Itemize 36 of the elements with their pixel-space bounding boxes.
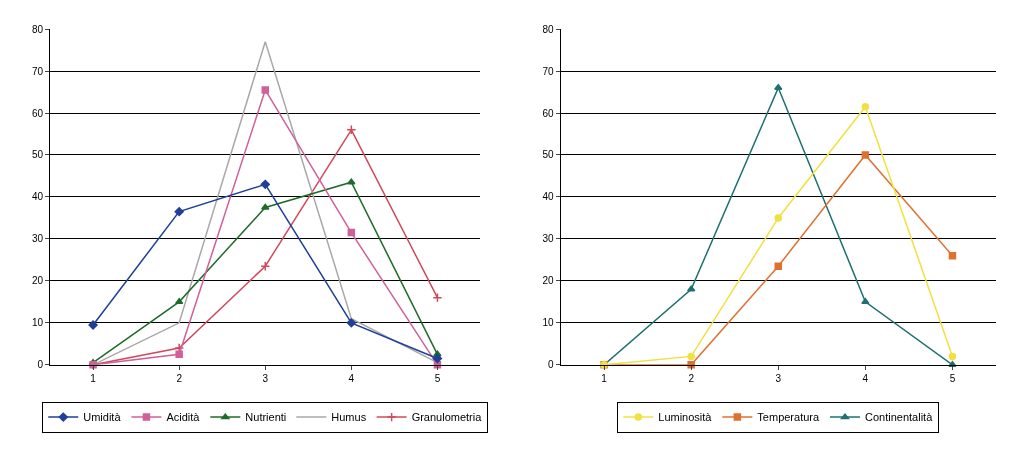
x-tick-label: 3 <box>262 372 269 384</box>
y-tick-label: 40 <box>31 191 44 203</box>
y-tick-label: 60 <box>542 107 554 119</box>
x-tick-label: 2 <box>688 372 695 384</box>
y-tick-label: 20 <box>542 275 554 287</box>
legend-label: Granulometria <box>411 411 483 424</box>
y-tick-label: 20 <box>31 275 44 287</box>
x-tick-label: 4 <box>348 372 355 384</box>
y-tick-label: 10 <box>31 317 44 329</box>
x-tick-label: 5 <box>949 372 956 384</box>
legend-label: Acidità <box>166 411 201 424</box>
y-tick-label: 40 <box>542 191 554 203</box>
legend-label: Nutrienti <box>245 411 287 424</box>
y-tick-label: 0 <box>37 359 44 371</box>
y-tick-label: 50 <box>542 149 554 161</box>
legend-label: Continentalità <box>864 411 934 424</box>
x-tick-label: 5 <box>434 372 441 384</box>
y-tick-label: 80 <box>31 23 44 35</box>
x-tick-label: 4 <box>862 372 869 384</box>
y-tick-label: 70 <box>31 65 44 77</box>
y-tick-label: 50 <box>31 149 44 161</box>
y-tick-label: 0 <box>547 359 554 371</box>
x-tick-label: 2 <box>176 372 183 384</box>
y-tick-label: 30 <box>31 233 44 245</box>
legend-label: Luminosità <box>658 411 713 424</box>
y-tick-label: 70 <box>542 65 554 77</box>
x-tick-label: 1 <box>601 372 608 384</box>
x-tick-label: 1 <box>90 372 97 384</box>
legend-label: Humus <box>331 411 367 424</box>
legend-label: Umidità <box>83 411 122 424</box>
y-tick-label: 10 <box>542 317 554 329</box>
legend-label: Temperatura <box>757 411 820 424</box>
y-tick-label: 80 <box>542 23 554 35</box>
y-tick-label: 60 <box>31 107 44 119</box>
x-tick-label: 3 <box>775 372 782 384</box>
y-tick-label: 30 <box>542 233 554 245</box>
